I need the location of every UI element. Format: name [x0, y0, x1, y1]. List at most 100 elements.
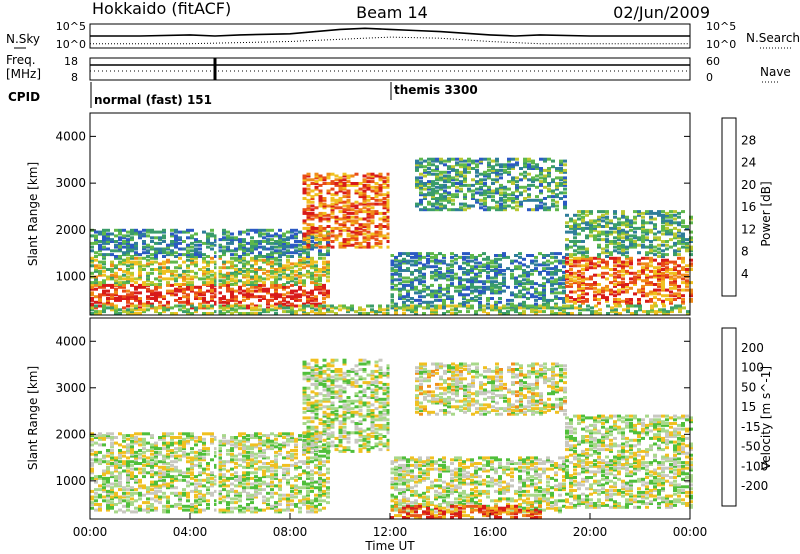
vel-heat-cell [198, 454, 202, 458]
vel-heat-cell [94, 480, 98, 484]
power-heat-cell [645, 279, 649, 283]
power-heat-cell [226, 287, 230, 291]
power-heat-cell [282, 266, 286, 270]
power-heat-cell [689, 215, 693, 219]
power-heat-cell [214, 262, 218, 266]
power-heat-cell [542, 263, 546, 267]
power-heat-cell [542, 293, 546, 297]
power-heat-cell [374, 225, 379, 228]
vel-heat-cell [94, 476, 98, 480]
power-heat-cell [621, 243, 625, 247]
power-heat-cell [538, 297, 542, 300]
power-heat-cell [589, 256, 593, 260]
power-heat-cell [563, 163, 567, 167]
power-heat-cell [551, 178, 555, 182]
power-heat-cell [593, 298, 597, 301]
power-heat-cell [554, 282, 558, 286]
vel-heat-cell [234, 489, 238, 493]
power-heat-cell [118, 236, 122, 240]
power-heat-cell [242, 281, 246, 285]
power-heat-cell [438, 287, 442, 291]
power-heat-cell [573, 213, 577, 217]
vel-heat-cell [134, 467, 138, 471]
power-heat-cell [94, 304, 98, 308]
power-heat-cell [589, 260, 593, 264]
power-heat-cell [467, 157, 471, 161]
vel-heat-cell [242, 475, 246, 479]
power-heat-cell [637, 211, 641, 215]
power-heat-cell [410, 278, 414, 282]
vel-heat-cell [110, 504, 114, 508]
power-heat-cell [483, 172, 487, 176]
power-heat-cell [434, 259, 438, 263]
power-heat-cell [410, 306, 414, 310]
power-heat-cell [597, 223, 601, 227]
power-heat-cell [162, 255, 166, 258]
power-heat-cell [666, 312, 670, 315]
vel-heat-cell [138, 506, 142, 510]
power-heat-cell [354, 241, 359, 245]
power-heat-cell [114, 245, 118, 249]
power-heat-cell [581, 240, 585, 243]
power-heat-cell [577, 217, 581, 221]
power-heat-cell [467, 204, 471, 208]
power-heat-cell [677, 215, 681, 219]
power-heat-cell [226, 273, 230, 277]
power-heat-cell [506, 310, 510, 314]
power-heat-cell [326, 217, 331, 221]
vel-heat-cell [90, 506, 94, 510]
power-heat-cell [539, 168, 543, 172]
power-heat-cell [601, 210, 605, 214]
power-heat-cell [258, 234, 262, 238]
power-heat-cell [406, 306, 410, 310]
power-heat-cell [585, 298, 589, 301]
power-heat-cell [370, 185, 375, 189]
power-heat-cell [210, 306, 214, 310]
power-heat-cell [302, 266, 306, 270]
power-heat-cell [430, 295, 434, 299]
power-heat-cell [278, 234, 282, 238]
power-heat-cell [539, 206, 543, 210]
power-heat-cell [370, 202, 375, 206]
power-heat-cell [358, 226, 363, 230]
vel-heat-cell [210, 471, 214, 475]
power-heat-cell [242, 249, 246, 253]
power-heat-cell [430, 274, 434, 278]
power-heat-cell [443, 191, 447, 195]
power-heat-cell [90, 264, 94, 268]
vel-heat-cell [246, 445, 250, 449]
power-heat-cell [278, 295, 282, 299]
power-heat-cell [503, 165, 507, 169]
vel-heat-cell [98, 437, 102, 441]
power-heat-cell [527, 195, 531, 199]
power-heat-cell [563, 202, 567, 206]
vel-heat-cell [170, 460, 174, 464]
power-heat-cell [290, 291, 294, 295]
power-heat-cell [490, 282, 494, 286]
power-heat-cell [621, 264, 625, 268]
power-heat-cell [218, 255, 222, 258]
power-heat-cell [475, 168, 479, 172]
power-heat-cell [262, 240, 266, 243]
power-heat-cell [166, 306, 170, 310]
power-heat-cell [166, 268, 170, 271]
power-heat-cell [298, 240, 302, 243]
power-heat-cell [322, 312, 326, 315]
power-heat-cell [318, 275, 322, 279]
power-heat-cell [250, 308, 254, 312]
power-heat-cell [310, 226, 315, 230]
power-heat-cell [306, 226, 311, 230]
power-heat-cell [458, 302, 462, 306]
power-heat-cell [374, 234, 379, 238]
power-heat-cell [522, 302, 526, 306]
power-heat-cell [661, 288, 665, 292]
power-heat-cell [657, 271, 661, 275]
power-heat-cell [378, 174, 383, 178]
power-heat-cell [318, 211, 323, 215]
power-heat-cell [423, 197, 427, 200]
power-heat-cell [526, 291, 530, 295]
power-heat-cell [398, 254, 402, 257]
power-heat-cell [126, 271, 130, 275]
power-heat-cell [218, 245, 222, 249]
vel-heat-cell [142, 432, 146, 436]
